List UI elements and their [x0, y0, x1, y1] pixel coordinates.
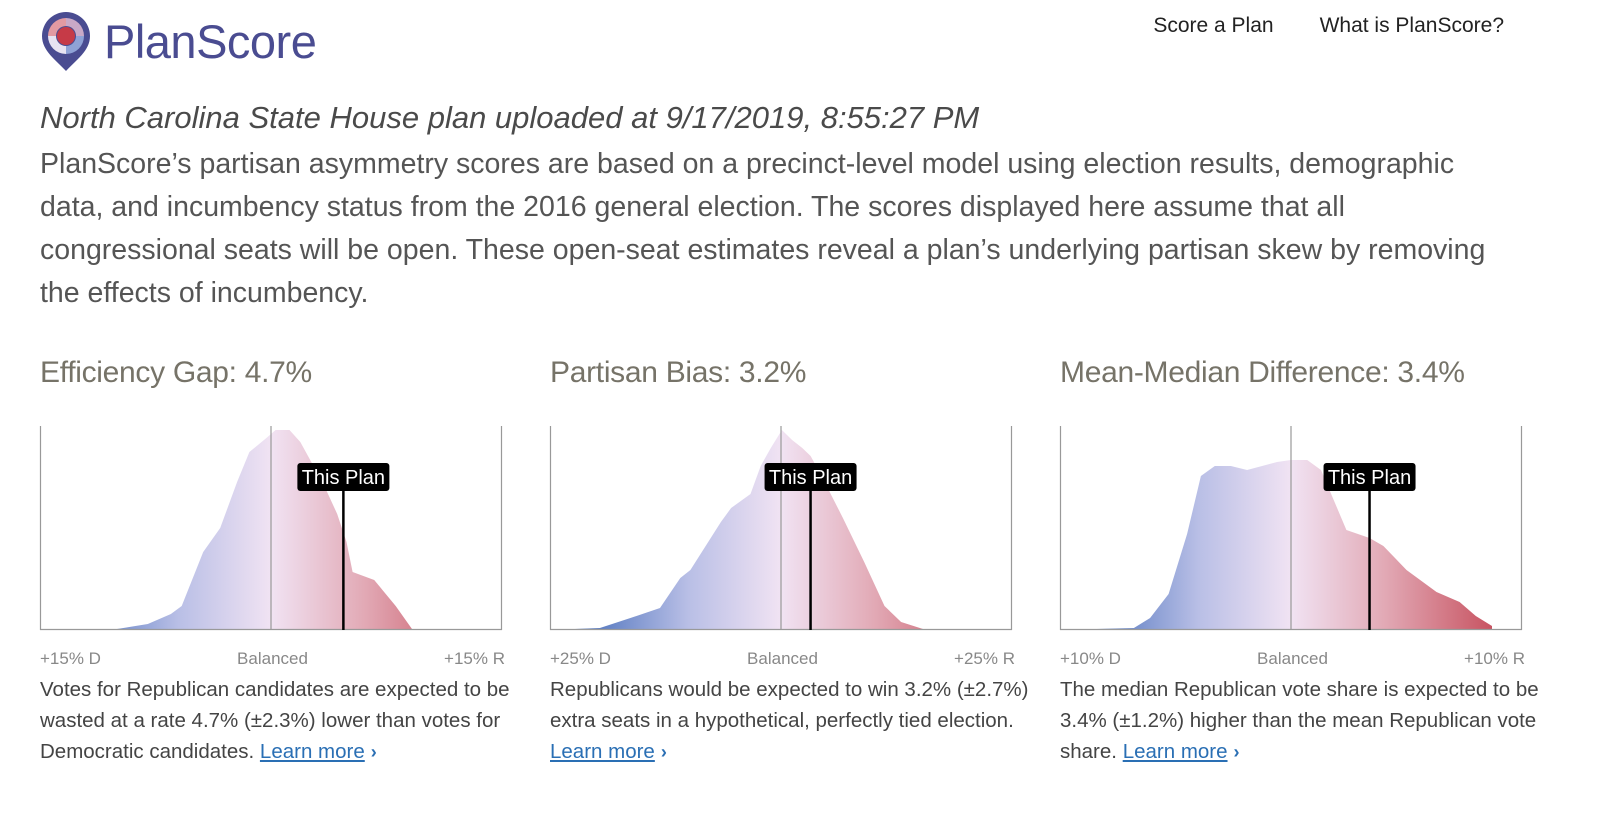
distribution-area: [1060, 460, 1492, 630]
axis-label-center: Balanced: [747, 649, 818, 668]
metric-title: Efficiency Gap: 4.7%: [40, 356, 312, 389]
chevron-right-icon[interactable]: ›: [660, 742, 667, 762]
mean-median-chart: This Plan: [1059, 426, 1523, 631]
nav-score-a-plan[interactable]: Score a Plan: [1153, 14, 1274, 37]
plan-title: North Carolina State House plan uploaded…: [40, 100, 980, 135]
planscore-logo[interactable]: PlanScore: [38, 8, 317, 72]
intro-paragraph: PlanScore’s partisan asymmetry scores ar…: [40, 148, 1486, 309]
this-plan-tag: [764, 463, 857, 491]
this-plan-tag: [297, 463, 390, 491]
metric-efficiency-gap: Efficiency Gap: 4.7% This Plan +15% D Ba…: [39, 356, 520, 763]
description-text: Republicans would be expected to win 3.2…: [550, 678, 1029, 732]
axis-label-left: +10% D: [1060, 649, 1121, 668]
description-text: The median Republican vote share is expe…: [1060, 678, 1539, 763]
axis-label-center: Balanced: [1257, 649, 1328, 668]
axis-label-left: +25% D: [550, 649, 611, 668]
learn-more-link[interactable]: Learn more: [259, 740, 365, 763]
axis-labels: +15% D Balanced +15% R: [40, 649, 505, 671]
metric-description: Republicans would be expected to win 3.2…: [550, 674, 1030, 768]
metric-partisan-bias: Partisan Bias: 3.2% This Plan +25% D Bal…: [549, 356, 1030, 763]
brand-name: PlanScore: [104, 14, 317, 68]
metric-title: Mean-Median Difference: 3.4%: [1060, 356, 1465, 389]
axis-label-right: +10% R: [1464, 649, 1525, 668]
axis-label-left: +15% D: [40, 649, 101, 668]
axis-label-right: +25% R: [954, 649, 1015, 668]
distribution-area: [40, 430, 413, 630]
this-plan-label: This Plan: [302, 467, 385, 489]
top-nav: Score a Plan What is PlanScore?: [1153, 14, 1504, 38]
map-pin-logo-icon: [42, 12, 90, 71]
chevron-right-icon[interactable]: ›: [370, 742, 377, 762]
this-plan-label: This Plan: [769, 467, 852, 489]
axis-labels: +10% D Balanced +10% R: [1060, 649, 1525, 671]
learn-more-link[interactable]: Learn more: [1122, 740, 1228, 763]
chevron-right-icon[interactable]: ›: [1233, 742, 1240, 762]
this-plan-label: This Plan: [1328, 467, 1411, 489]
metric-mean-median: Mean-Median Difference: 3.4% This Plan +…: [1059, 356, 1540, 763]
density-plot: This Plan: [1059, 426, 1523, 631]
axis-label-right: +15% R: [444, 649, 505, 668]
this-plan-tag: [1323, 463, 1416, 491]
distribution-area: [550, 430, 927, 630]
metric-title: Partisan Bias: 3.2%: [550, 356, 807, 389]
efficiency-gap-chart: This Plan: [39, 426, 503, 631]
learn-more-link[interactable]: Learn more: [550, 740, 655, 763]
metric-description: Votes for Republican candidates are expe…: [40, 674, 520, 768]
density-plot: This Plan: [39, 426, 503, 631]
metric-description: The median Republican vote share is expe…: [1060, 674, 1540, 768]
nav-what-is-planscore[interactable]: What is PlanScore?: [1319, 14, 1504, 37]
axis-labels: +25% D Balanced +25% R: [550, 649, 1015, 671]
partisan-bias-chart: This Plan: [549, 426, 1013, 631]
axis-label-center: Balanced: [237, 649, 308, 668]
description-text: Votes for Republican candidates are expe…: [40, 678, 510, 763]
density-plot: This Plan: [549, 426, 1013, 631]
